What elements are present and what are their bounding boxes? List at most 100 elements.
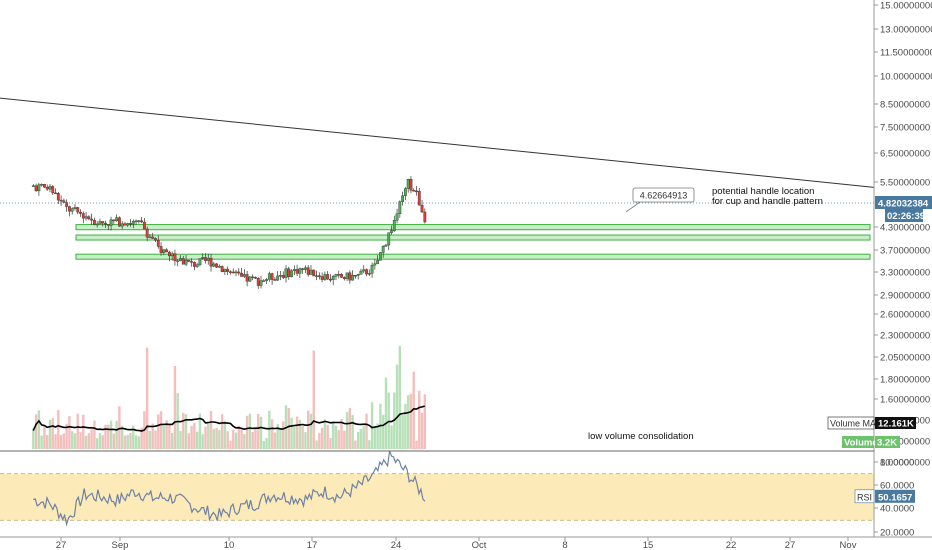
volume-bar (348, 408, 352, 449)
volume-label: Volume (844, 438, 878, 449)
candle-body (254, 277, 257, 279)
volume-ma-value: 12.161K (878, 419, 914, 430)
candle-body (381, 246, 385, 253)
candle-body (423, 211, 427, 223)
candle-body (95, 223, 99, 226)
volume-bar (365, 413, 368, 449)
volume-bar (134, 435, 138, 449)
candle-body (326, 274, 330, 280)
volume-bar (245, 415, 249, 449)
candle-body (223, 268, 227, 272)
candle-body (348, 272, 352, 281)
volume-bar (173, 365, 177, 449)
volume-value: 3.2K (877, 438, 897, 449)
volume-bar (76, 413, 79, 449)
candle-body (145, 228, 149, 238)
rsi-tick-label: 80.0000 (880, 458, 914, 469)
volume-bar (73, 433, 77, 449)
candle-body (276, 275, 280, 281)
volume-bar (109, 420, 113, 449)
candle-body (31, 185, 35, 187)
candle-body (392, 220, 396, 231)
volume-bar (243, 434, 246, 449)
candle-body (201, 257, 205, 259)
volume-bar (237, 426, 240, 449)
candle-body (317, 275, 321, 277)
price-tick-label: 3.30000000 (880, 268, 930, 279)
volume-bar (132, 425, 135, 449)
volume-bar (351, 414, 354, 449)
rsi-tick-label: 40.0000 (880, 504, 914, 515)
volume-bar (59, 434, 63, 449)
candle-body (65, 202, 69, 207)
price-tick-label: 2.60000000 (880, 310, 930, 321)
volume-bar (251, 432, 254, 449)
candle-body (68, 206, 71, 212)
price-tick-label: 5.50000000 (880, 178, 930, 189)
rsi-value-label: 50.1657 (878, 492, 912, 503)
volume-bar (32, 428, 35, 449)
price-tick-label: 7.50000000 (880, 123, 930, 134)
price-callout-box (632, 187, 695, 203)
candle-body (409, 179, 413, 191)
volume-bar (234, 432, 238, 449)
candle-body (62, 200, 66, 203)
volume-bar (34, 414, 38, 449)
volume-bar (401, 414, 404, 449)
rsi-band (0, 473, 874, 521)
volume-bar (98, 433, 102, 449)
candle-body (142, 221, 146, 230)
price-tick-label: 8.50000000 (880, 100, 930, 111)
candle-body (112, 219, 116, 222)
candle-body (198, 258, 202, 265)
rsi-label: RSI (857, 492, 872, 502)
volume-bar (381, 414, 385, 449)
candle-body (181, 258, 185, 265)
candle-body (234, 271, 238, 274)
candle-body (54, 192, 57, 195)
candle-body (376, 260, 380, 264)
volume-bar (101, 435, 104, 449)
candle-body (281, 275, 285, 278)
price-tick-label: 2.90000000 (880, 291, 930, 302)
candle-body (323, 274, 327, 280)
volume-bar (179, 430, 182, 449)
candle-body (295, 269, 299, 274)
support-band (75, 224, 871, 231)
support-band (75, 253, 871, 260)
volume-bar (170, 432, 174, 449)
volume-bar (276, 424, 279, 449)
candle-body (93, 220, 96, 225)
volume-bar (307, 410, 310, 449)
candle-body (120, 223, 124, 227)
volume-bar (95, 438, 99, 449)
volume-bar (304, 432, 307, 449)
candle-body (209, 257, 213, 267)
price-tick-label: 1.20000000 (880, 437, 930, 448)
volume-bar (287, 408, 290, 449)
volume-bar (68, 416, 71, 449)
volume-ma-value-badge (875, 417, 916, 429)
volume-bar (345, 411, 349, 449)
price-tick-label: 1.00000000 (880, 458, 930, 469)
candle-body (59, 199, 63, 202)
candle-body (184, 259, 188, 265)
volume-bar (282, 421, 285, 449)
candle-body (104, 222, 107, 225)
candle-body (320, 276, 324, 280)
candle-body (373, 263, 377, 266)
candle-body (115, 217, 119, 222)
candle-body (331, 276, 335, 280)
candle-body (270, 273, 274, 280)
candle-body (334, 274, 338, 277)
price-tick-label: 6.50000000 (880, 149, 930, 160)
volume-bars (32, 345, 427, 449)
volume-bar (40, 435, 43, 449)
candle-body (179, 258, 182, 261)
time-tick-label: 27 (56, 540, 67, 550)
volume-bar (257, 413, 260, 449)
volume-bar (168, 424, 171, 449)
volume-bar (329, 438, 332, 449)
volume-bar (290, 417, 293, 449)
